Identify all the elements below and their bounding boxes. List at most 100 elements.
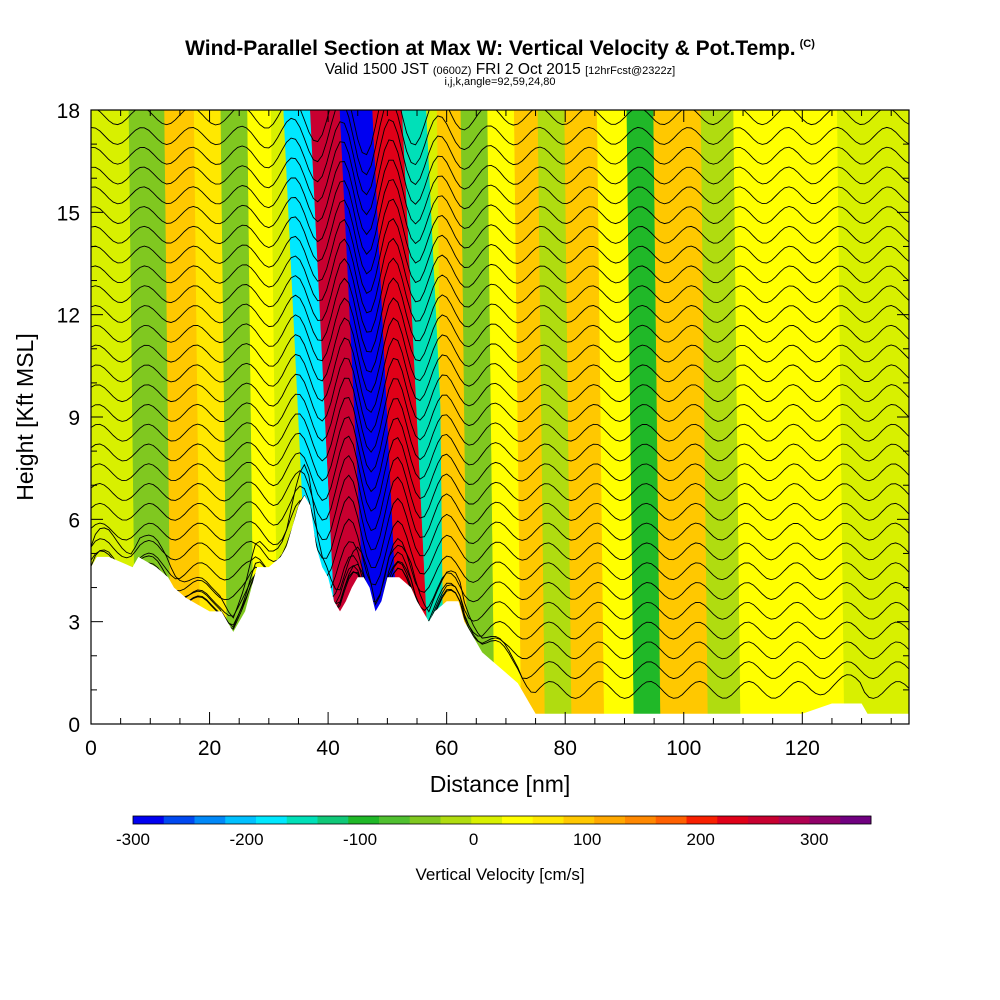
colorbar: -300 -200 -100 0 100 200 300 [116, 815, 872, 849]
isentrope-line [91, 337, 909, 413]
colorbar-swatch [748, 816, 780, 824]
isentrope-line [91, 522, 909, 603]
y-tick-label: 0 [68, 714, 80, 737]
isentrope-line [91, 396, 909, 473]
colorbar-swatch [379, 816, 411, 824]
x-axis-label: Distance [nm] [430, 771, 571, 797]
colorbar-swatch [409, 816, 441, 824]
x-tick-label: 20 [198, 737, 221, 760]
velocity-band [537, 110, 572, 724]
velocity-band [339, 110, 403, 724]
colorbar-swatch [840, 816, 872, 824]
valid-time-line: Valid 1500 JST (0600Z) FRI 2 Oct 2015 [1… [0, 61, 1000, 79]
chart-title: Wind-Parallel Section at Max W: Vertical… [0, 37, 1000, 61]
y-tick-label: 6 [68, 509, 80, 532]
y-tick-label: 18 [57, 100, 80, 123]
x-tick-label: 120 [785, 737, 820, 760]
y-tick-label: 3 [68, 612, 80, 635]
forecast-label: [12hrFcst@2322z] [585, 65, 676, 77]
x-tick-label: 80 [554, 737, 577, 760]
isentrope-line [91, 357, 909, 434]
colorbar-swatch [717, 816, 749, 824]
isentrope-line [91, 513, 909, 586]
terrain-mask [91, 495, 909, 724]
velocity-band [801, 110, 845, 724]
x-tick-label: 0 [85, 737, 97, 760]
velocity-band [837, 110, 884, 724]
y-axis: 0 3 6 9 12 15 18 [57, 100, 909, 737]
isentrope-line [91, 474, 909, 551]
velocity-band [164, 110, 202, 724]
valid-date: FRI 2 Oct 2015 [475, 61, 581, 78]
isentrope-line [91, 528, 909, 621]
velocity-band [220, 110, 255, 724]
isentrope-line [91, 257, 909, 333]
velocity-band [564, 110, 605, 724]
colorbar-swatch [625, 816, 657, 824]
isentrope-line [91, 237, 909, 314]
colorbar-tick-label: 300 [800, 830, 828, 849]
x-tick-label: 40 [316, 737, 339, 760]
isentrope-line [91, 455, 909, 532]
colorbar-tick-label: -200 [230, 830, 264, 849]
isentrope-line [91, 530, 909, 628]
colorbar-swatch [348, 816, 380, 824]
velocity-band [733, 110, 777, 724]
chart-title-text: Wind-Parallel Section at Max W: Vertical… [185, 37, 796, 60]
isentrope-line [91, 377, 909, 453]
colorbar-tick-label: -100 [343, 830, 377, 849]
colorbar-swatch [809, 816, 841, 824]
velocity-band [768, 110, 810, 724]
colorbar-swatch [655, 816, 687, 824]
y-tick-label: 12 [57, 305, 80, 328]
colorbar-swatch [286, 816, 318, 824]
isentrope-line [91, 494, 909, 680]
colorbar-swatch [563, 816, 595, 824]
colorbar-swatch [778, 816, 810, 824]
colorbar-swatch [594, 816, 626, 824]
velocity-band [310, 110, 370, 724]
y-tick-label: 15 [57, 202, 80, 225]
colorbar-swatch [502, 816, 534, 824]
isentrope-line [91, 463, 909, 699]
isentrope-line [96, 110, 909, 156]
isentrope-line [91, 435, 909, 512]
copyright-mark: (C) [799, 38, 815, 50]
isentrope-line [91, 277, 909, 353]
isentrope-line [91, 139, 909, 216]
colorbar-tick-label: 100 [573, 830, 601, 849]
isentrope-line [91, 118, 909, 196]
isentrope-line [91, 110, 909, 176]
isentrope-line [91, 317, 909, 393]
colorbar-swatch [256, 816, 288, 824]
colorbar-swatch [194, 816, 226, 824]
x-axis: 0 20 40 60 80 100 120 [85, 110, 892, 760]
velocity-band [283, 110, 341, 724]
colorbar-swatch [532, 816, 564, 824]
velocity-band [513, 110, 546, 724]
colorbar-swatch [225, 816, 257, 824]
colorbar-tick-label: 0 [469, 830, 478, 849]
grid-index-line: i,j,k,angle=92,59,24,80 [444, 76, 556, 88]
velocity-band [487, 110, 522, 724]
isentrope-line [91, 159, 909, 236]
colorbar-frame [132, 815, 872, 825]
isentrope-line [91, 198, 909, 275]
isentrope-line [91, 495, 909, 568]
velocity-band [653, 110, 685, 724]
x-tick-label: 60 [435, 737, 458, 760]
colorbar-swatch [440, 816, 472, 824]
colorbar-swatch [471, 816, 503, 824]
velocity-band [372, 110, 433, 724]
valid-prefix: Valid 1500 JST [324, 61, 429, 78]
colorbar-swatch [133, 816, 165, 824]
y-tick-label: 9 [68, 407, 80, 430]
colorbar-label: Vertical Velocity [cm/s] [415, 865, 584, 884]
colorbar-swatch [317, 816, 349, 824]
valid-zulu: (0600Z) [432, 65, 472, 77]
isentrope-line [91, 297, 909, 373]
isentrope-line [91, 416, 909, 493]
isentrope-line [91, 218, 909, 294]
y-axis-label: Height [Kft MSL] [12, 333, 38, 500]
